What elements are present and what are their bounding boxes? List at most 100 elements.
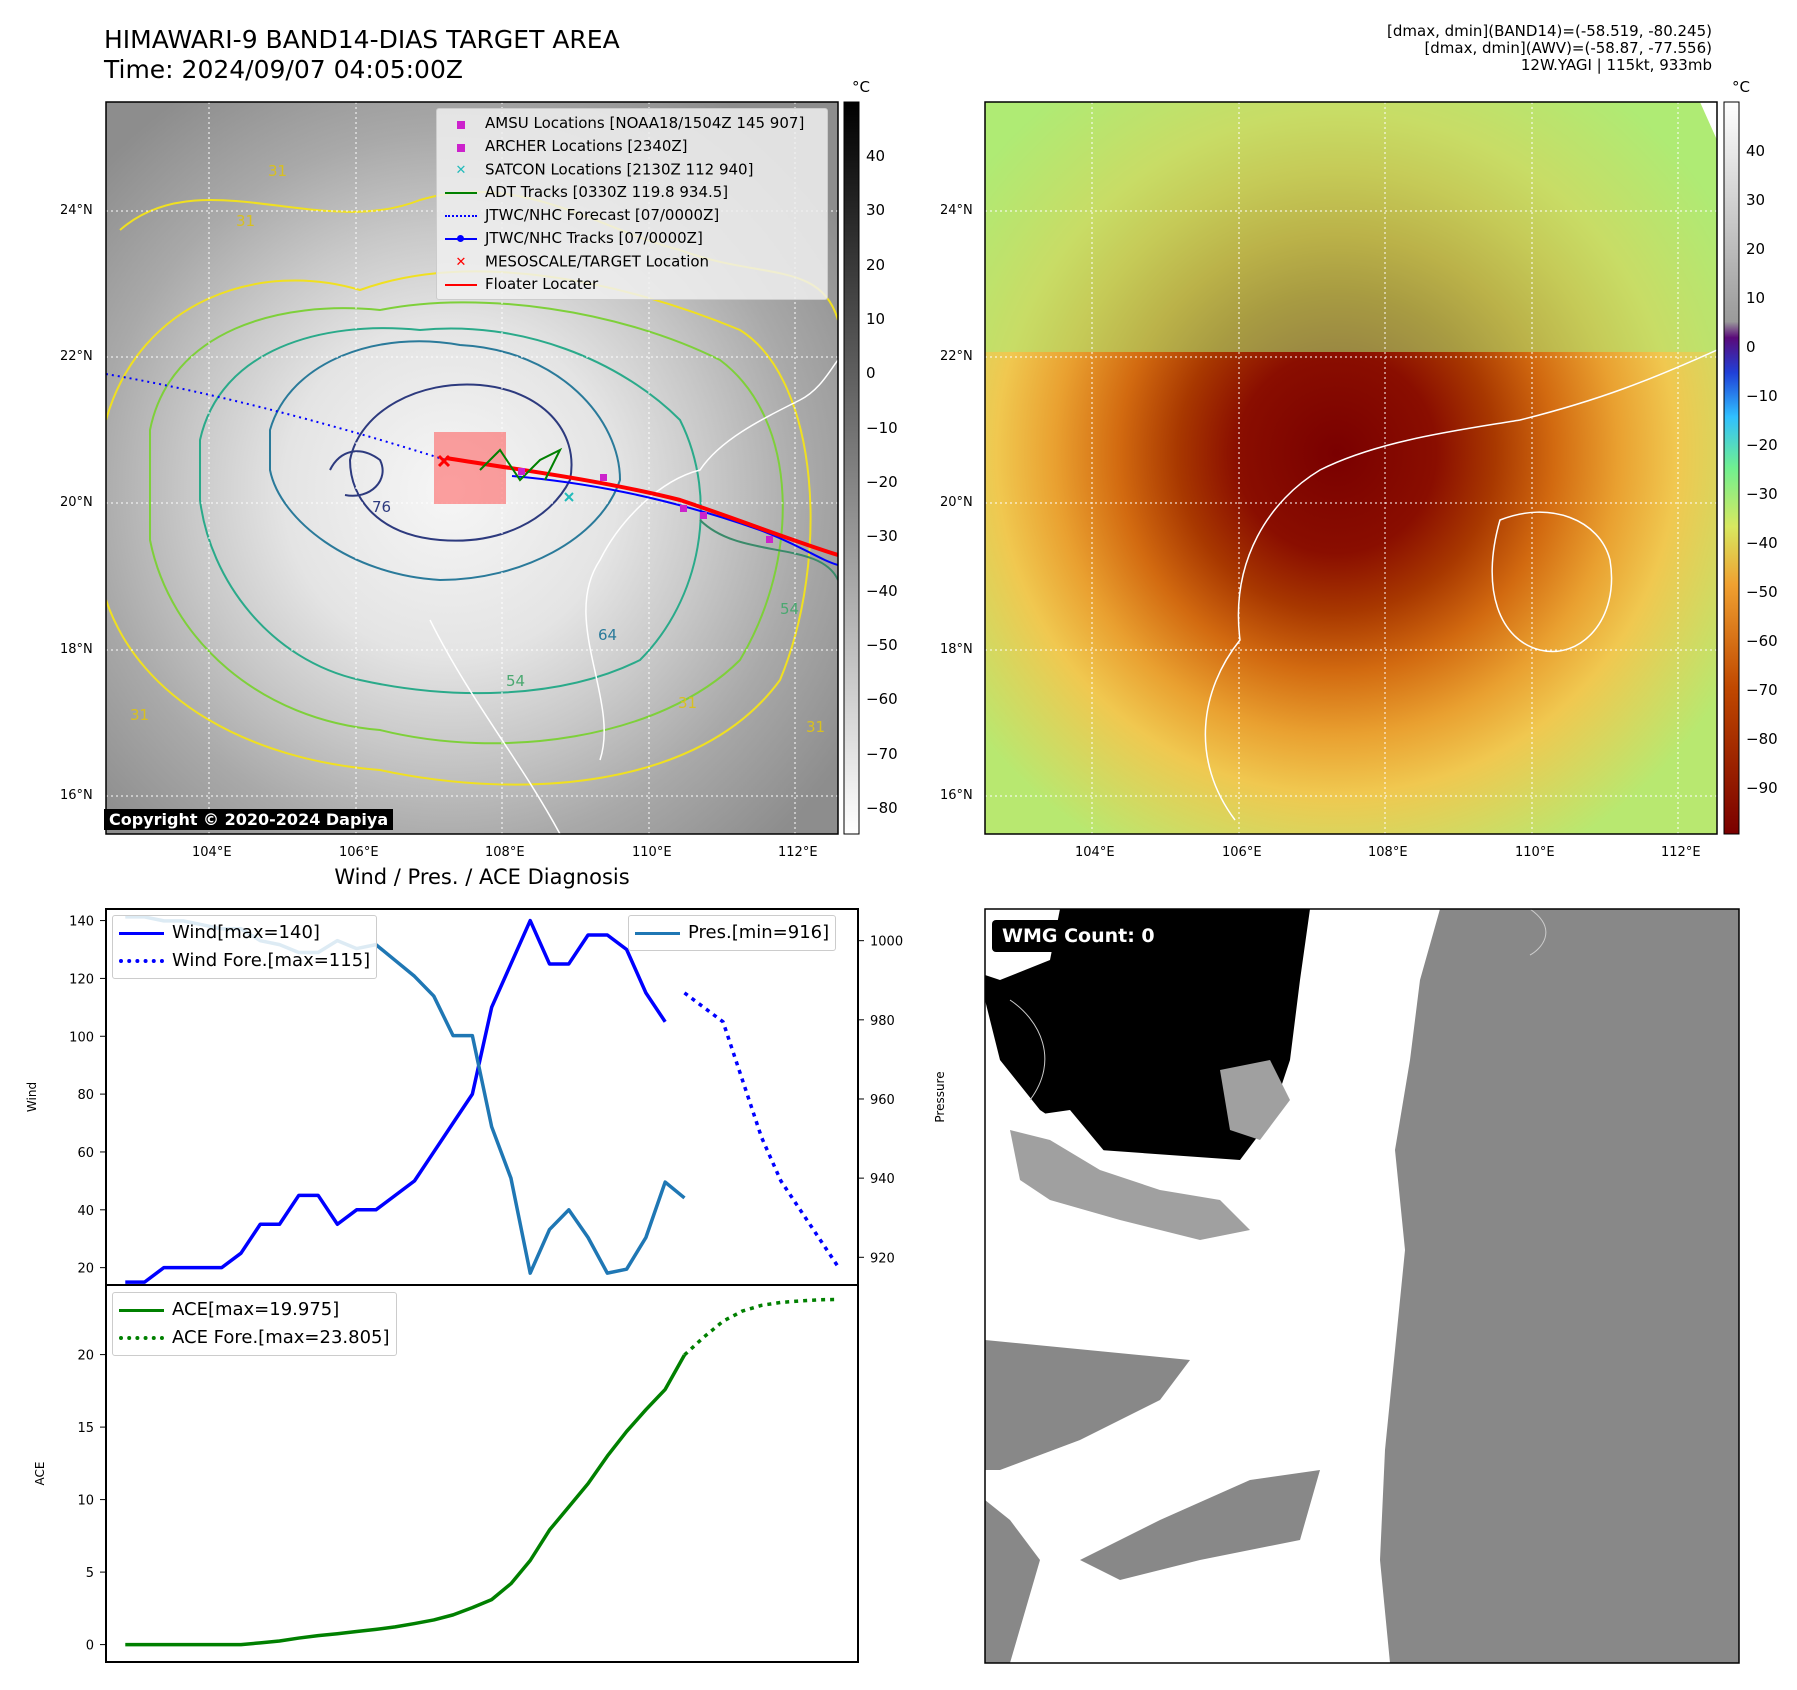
ir-colorbar-tick: 20: [866, 256, 886, 274]
info-line-1: [dmax, dmin](BAND14)=(-58.519, -80.245): [1387, 22, 1712, 40]
ace-plot: 0 5 10 15 20 ACE: [33, 1284, 859, 1663]
wind-legend: Wind[max=140] Wind Fore.[max=115]: [112, 915, 378, 979]
legend-label: ARCHER Locations [2340Z]: [485, 137, 688, 155]
awv-lon-tick: 108°E: [1368, 845, 1408, 860]
legend-marker-icon: [443, 206, 479, 226]
wind-ytick-label: 60: [77, 1146, 94, 1161]
contour-label: 54: [506, 672, 526, 690]
awv-colorbar-tick: −40: [1746, 534, 1778, 552]
ace-forecast-line: [683, 1297, 839, 1357]
legend-label: JTWC/NHC Forecast [07/0000Z]: [485, 206, 720, 224]
awv-colorbar-tick: −30: [1746, 485, 1778, 503]
title-line-2: Time: 2024/09/07 04:05:00Z: [104, 55, 463, 84]
ir-colorbar-tick: −70: [866, 745, 898, 763]
ace-plot-frame: [105, 1284, 859, 1663]
ace-ytick-label: 0: [86, 1639, 94, 1654]
pressure-ytick-label: 920: [870, 1251, 895, 1266]
ir-colorbar-tick: 40: [866, 147, 886, 165]
ir-legend-item: ✕ SATCON Locations [2130Z 112 940]: [443, 159, 754, 179]
title-line-1: HIMAWARI-9 BAND14-DIAS TARGET AREA: [104, 25, 620, 54]
ir-colorbar-tick: 30: [866, 201, 886, 219]
ir-colorbar-tick: −60: [866, 690, 898, 708]
contour-label: 31: [268, 162, 288, 180]
legend-marker-icon: ✕: [455, 255, 467, 270]
awv-lon-tick: 112°E: [1661, 845, 1701, 860]
wind-ytick-label: 20: [77, 1262, 94, 1277]
legend-marker-icon: [443, 137, 479, 157]
ir-legend-item: JTWC/NHC Tracks [07/0000Z]: [443, 228, 703, 248]
wind-forecast-line: [683, 991, 841, 1269]
awv-lat-tick: 22°N: [940, 349, 973, 364]
awv-lat-tick: 24°N: [940, 203, 973, 218]
contour-label: 31: [236, 212, 256, 230]
wmg-count-label: WMG Count: 0: [992, 920, 1165, 952]
awv-lat-tick: 18°N: [940, 642, 973, 657]
ir-lon-tick: 110°E: [632, 845, 672, 860]
pressure-legend-item: Pres.[min=916]: [635, 919, 829, 947]
wind-ytick-label: 80: [77, 1088, 94, 1103]
pressure-axis-label: Pressure: [933, 1071, 947, 1122]
ir-lat-tick: 18°N: [60, 642, 93, 657]
ace-axis-label: ACE: [33, 1462, 47, 1486]
ace-ytick-label: 15: [77, 1421, 94, 1436]
ir-colorbar-tick: −30: [866, 527, 898, 545]
awv-lon-tick: 106°E: [1222, 845, 1262, 860]
awv-colorbar-tick: −50: [1746, 583, 1778, 601]
ir-lon-tick: 106°E: [339, 845, 379, 860]
legend-marker-icon: [443, 229, 479, 249]
awv-colorbar-tick: 10: [1746, 289, 1766, 307]
contour-label: 64: [598, 626, 618, 644]
ir-legend-item: ✕ MESOSCALE/TARGET Location: [443, 251, 710, 271]
figure-title: HIMAWARI-9 BAND14-DIAS TARGET AREA Time:…: [104, 25, 620, 85]
wind-ytick-label: 100: [69, 1030, 94, 1045]
legend-label: JTWC/NHC Tracks [07/0000Z]: [485, 229, 703, 247]
ir-colorbar-tick: −10: [866, 419, 898, 437]
awv-lon-tick: 104°E: [1075, 845, 1115, 860]
legend-label: AMSU Locations [NOAA18/1504Z 145 907]: [485, 114, 805, 132]
ir-legend: AMSU Locations [NOAA18/1504Z 145 907] ARC…: [436, 108, 828, 300]
pressure-ytick-label: 960: [870, 1093, 895, 1108]
awv-colorbar-tick: −10: [1746, 387, 1778, 405]
target-area-box: [434, 432, 506, 504]
ir-lat-tick: 16°N: [60, 788, 93, 803]
ir-colorbar: [843, 101, 860, 835]
contour-label: 31: [130, 706, 150, 724]
awv-lon-tick: 110°E: [1515, 845, 1555, 860]
pressure-ytick-label: 980: [870, 1014, 895, 1029]
copyright-label: Copyright © 2020-2024 Dapiya: [104, 809, 394, 830]
awv-colorbar-tick: −90: [1746, 779, 1778, 797]
wind-ytick-label: 140: [69, 915, 94, 930]
wind-legend-item: Wind[max=140]: [119, 919, 370, 947]
best-track: [511, 475, 838, 566]
wind-ytick-label: 120: [69, 972, 94, 987]
ace-ytick-label: 10: [77, 1494, 94, 1509]
ir-colorbar-tick: 0: [866, 364, 876, 382]
ace-series-line: [125, 1354, 686, 1647]
ir-lat-tick: 20°N: [60, 495, 93, 510]
awv-colorbar: [1723, 101, 1740, 835]
ir-colorbar-tick: −20: [866, 473, 898, 491]
pressure-legend: Pres.[min=916]: [628, 915, 837, 951]
awv-colorbar-tick: −60: [1746, 632, 1778, 650]
adt-track: [479, 447, 563, 482]
awv-image: [985, 102, 1717, 834]
ir-colorbar-unit: °C: [852, 78, 870, 96]
legend-marker-icon: ✕: [455, 163, 467, 178]
awv-lat-tick: 16°N: [940, 788, 973, 803]
floater-track: [445, 456, 838, 557]
legend-label: MESOSCALE/TARGET Location: [485, 252, 710, 271]
pressure-ytick-label: 1000: [870, 935, 903, 950]
ir-lon-tick: 104°E: [192, 845, 232, 860]
ir-lon-tick: 112°E: [778, 845, 818, 860]
intensity-info: [dmax, dmin](BAND14)=(-58.519, -80.245) …: [1387, 23, 1712, 74]
ir-legend-item: JTWC/NHC Forecast [07/0000Z]: [443, 205, 719, 225]
awv-colorbar-tick: −80: [1746, 730, 1778, 748]
wmg-image: [985, 909, 1739, 1663]
info-line-2: [dmax, dmin](AWV)=(-58.87, -77.556): [1424, 39, 1712, 57]
ir-colorbar-tick: 10: [866, 310, 886, 328]
info-line-3: 12W.YAGI | 115kt, 933mb: [1520, 56, 1712, 74]
diagnosis-title: Wind / Pres. / ACE Diagnosis: [334, 865, 630, 889]
legend-label: ADT Tracks [0330Z 119.8 934.5]: [485, 183, 729, 201]
